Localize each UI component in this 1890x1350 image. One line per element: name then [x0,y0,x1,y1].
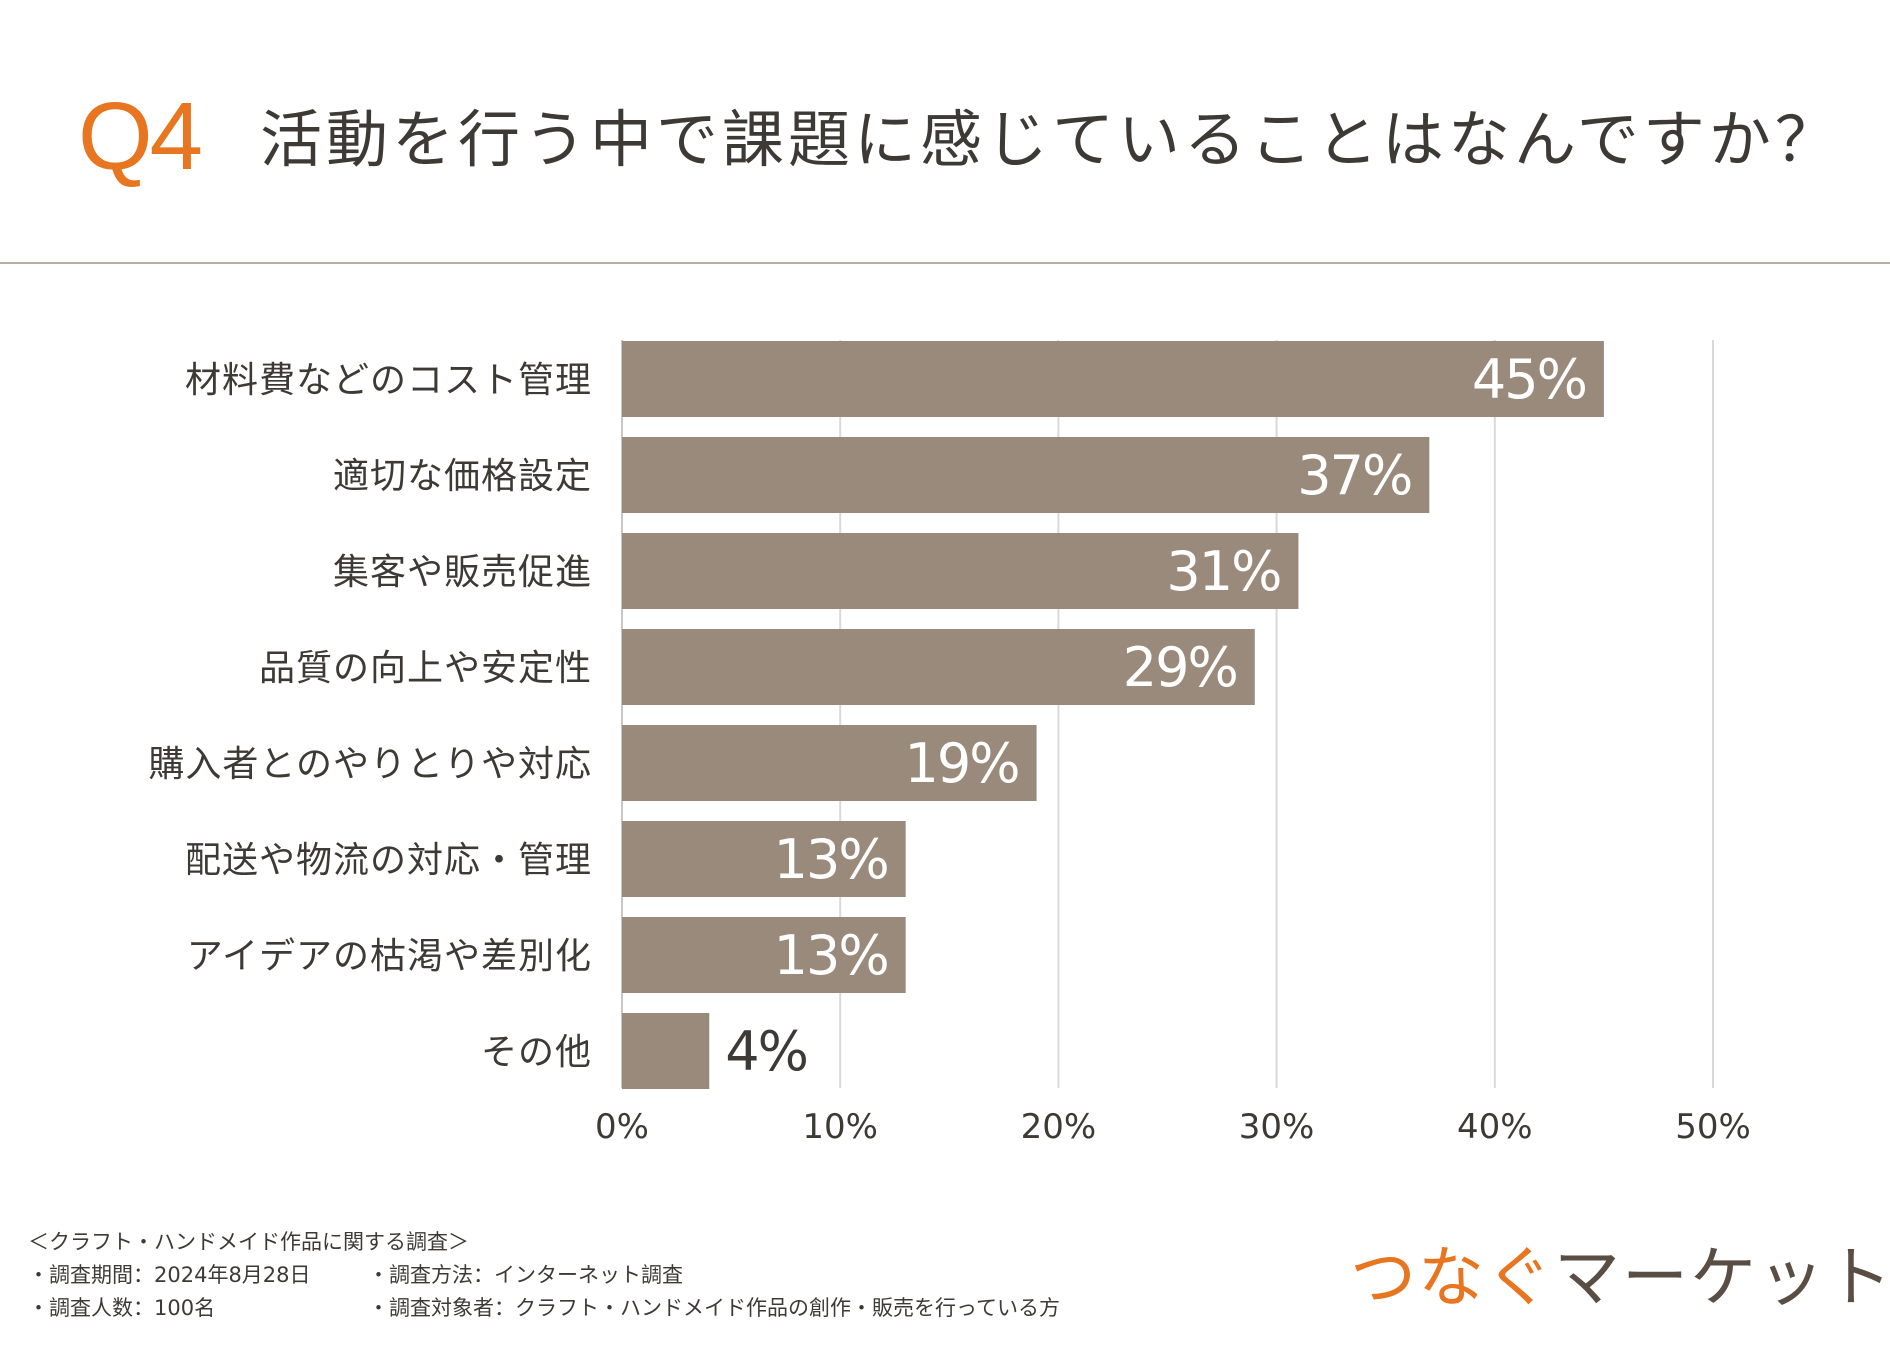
bars: 45% 37% 31% 29% 19% 13% 13% 4% [622,341,1604,1089]
brand-logo-part1: つなぐ [1350,1239,1554,1316]
survey-method: ・調査方法：インターネット調査 [368,1263,683,1287]
bar [622,725,1037,801]
data-label: 13% [774,828,888,891]
x-tick-label: 20% [1021,1107,1097,1147]
question-title: 活動を行う中で課題に感じていることはなんですか？ [260,103,1841,176]
survey-row-2: ・調査人数：100名 ・調査対象者：クラフト・ハンドメイド作品の創作・販売を行って… [28,1292,1060,1325]
survey-period: ・調査期間：2024年8月28日 [28,1263,311,1287]
x-tick-label: 0% [595,1107,649,1147]
brand-logo-part2: マーケット [1554,1239,1890,1316]
bar-chart: 45% 37% 31% 29% 19% 13% 13% 4% 材料費などのコスト管理適切な価格… [148,340,1751,1147]
data-label: 29% [1123,636,1237,699]
brand-logo: つなぐマーケット [1350,1238,1890,1318]
x-tick-label: 40% [1457,1107,1533,1147]
category-label: その他 [481,1032,592,1073]
data-label: 13% [774,924,888,987]
survey-row-1: ・調査期間：2024年8月28日 ・調査方法：インターネット調査 [28,1259,1060,1292]
survey-respondents: ・調査人数：100名 [28,1296,216,1320]
bar [622,437,1430,513]
x-tick-label: 10% [802,1107,878,1147]
x-tick-label: 30% [1239,1107,1315,1147]
category-label: 品質の向上や安定性 [259,648,592,689]
data-label: 31% [1166,540,1280,603]
survey-info: ＜クラフト・ハンドメイド作品に関する調査＞ ・調査期間：2024年8月28日 ・調… [28,1226,1060,1325]
category-label: アイデアの枯渇や差別化 [187,936,592,977]
survey-target: ・調査対象者：クラフト・ハンドメイド作品の創作・販売を行っている方 [368,1296,1060,1320]
survey-title: ＜クラフト・ハンドメイド作品に関する調査＞ [28,1230,469,1254]
bar [622,533,1299,609]
category-label: 配送や物流の対応・管理 [185,840,592,881]
bar [622,629,1255,705]
data-label: 45% [1472,348,1586,411]
category-label: 集客や販売促進 [333,552,592,593]
bar [622,821,906,897]
question-number: Q4 [78,83,203,190]
data-label: 4% [725,1020,807,1083]
category-labels: 材料費などのコスト管理適切な価格設定集客や販売促進品質の向上や安定性購入者とのや… [148,360,592,1073]
bar [622,341,1604,417]
x-tick-label: 50% [1675,1107,1751,1147]
bar [622,917,906,993]
category-label: 適切な価格設定 [333,456,592,497]
bar [622,1013,710,1089]
category-label: 購入者とのやりとりや対応 [148,744,592,785]
category-label: 材料費などのコスト管理 [185,360,592,401]
x-axis-ticks: 0% 10% 20% 30% 40% 50% [595,1107,1751,1147]
data-label: 37% [1297,444,1411,507]
header-divider [0,262,1890,264]
data-label: 19% [905,732,1019,795]
